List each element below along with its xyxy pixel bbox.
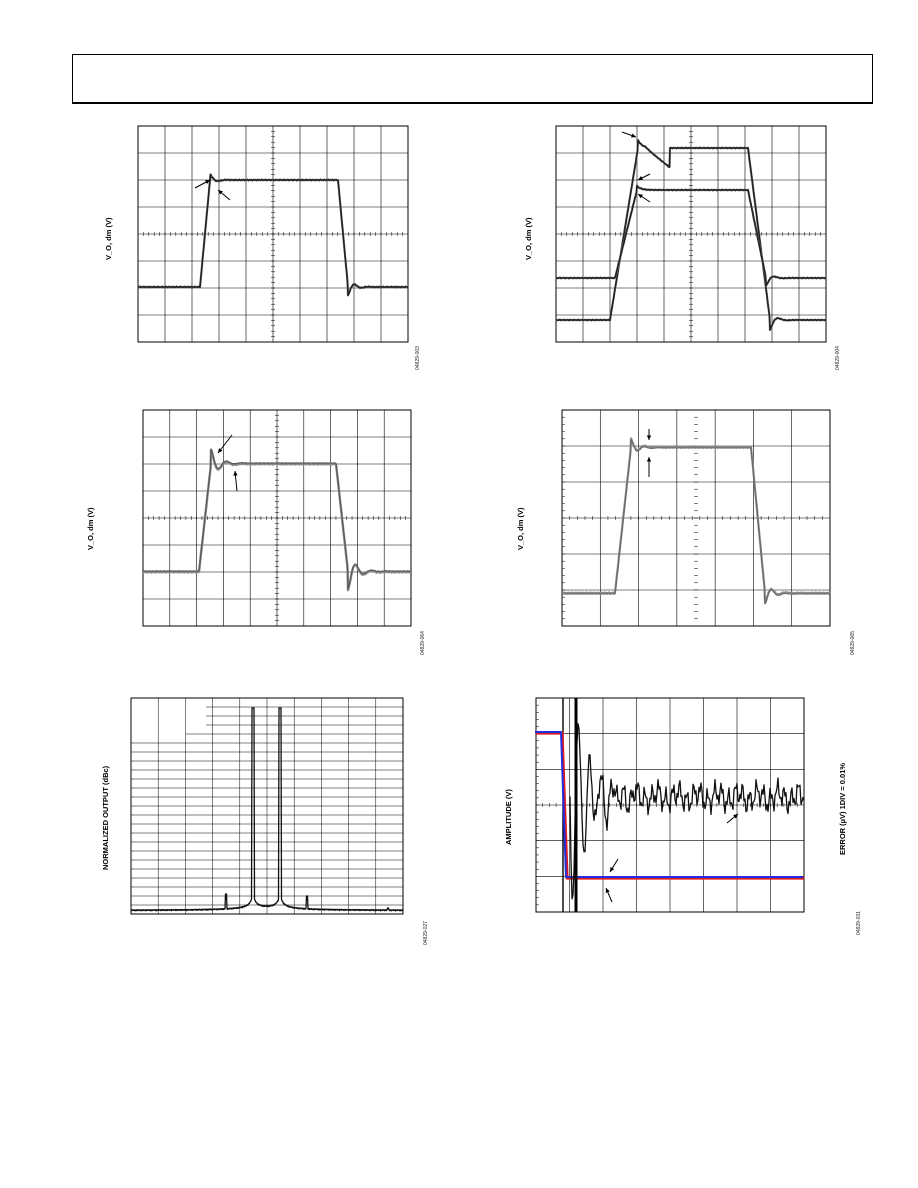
figure-3-id: 04829-064: [420, 631, 426, 655]
figure-1-plot: [137, 125, 409, 343]
annotation-arrow-head: [646, 435, 652, 440]
figure-4-id: 04829-065: [850, 631, 856, 655]
figure-5-spectrum: NORMALIZED OUTPUT (dBc) 04829-027: [95, 690, 445, 950]
error-trace: [569, 723, 805, 900]
annotation-arrow-head: [233, 471, 238, 476]
figure-1-step-response: V_O, dm (V) 04829-003: [100, 120, 430, 380]
trace-gray: [142, 448, 412, 592]
figure-5-ylabel: NORMALIZED OUTPUT (dBc): [101, 765, 110, 870]
figure-6-ylabel: AMPLITUDE (V): [504, 789, 513, 845]
figure-2-step-response: V_O, dm (V) 04829-004: [520, 120, 850, 380]
figure-6-id: 04829-031: [856, 911, 862, 935]
annotation-arrow-head: [638, 176, 643, 180]
figure-4-plot: [561, 409, 831, 627]
annotation-arrow-head: [605, 888, 610, 893]
annotation-arrow-head: [205, 180, 210, 185]
output-trace: [534, 731, 804, 878]
figure-4-step-response: V_O, dm (V) 04829-065: [510, 405, 870, 665]
figure-6-settling: AMPLITUDE (V) ERROR (µV) 1DIV = 0.01% 04…: [500, 690, 870, 950]
figure-4-ylabel: V_O, dm (V): [516, 507, 525, 550]
trace-dark: [137, 173, 409, 297]
figure-2-ylabel: V_O, dm (V): [524, 217, 533, 260]
figure-6-plot: [534, 697, 806, 913]
annotation-arrow-head: [638, 194, 643, 199]
figure-2-id: 04829-004: [835, 346, 841, 370]
figure-5-id: 04829-027: [423, 921, 429, 945]
page-header-box: [72, 54, 873, 104]
trace-dark: [142, 448, 412, 590]
trace-dark: [555, 184, 827, 287]
figure-1-ylabel: V_O, dm (V): [104, 217, 113, 260]
trace-gray: [561, 437, 831, 604]
spectrum-trace: [130, 707, 404, 912]
annotation-arrow-head: [733, 814, 738, 819]
figure-6-right-label: ERROR (µV) 1DIV = 0.01%: [838, 762, 847, 855]
annotation-arrow-head: [646, 457, 652, 462]
figure-2-plot: [555, 125, 827, 343]
figure-3-ylabel: V_O, dm (V): [86, 507, 95, 550]
figure-5-plot: [130, 697, 404, 915]
figure-1-id: 04829-003: [415, 346, 421, 370]
figure-3-plot: [142, 409, 412, 627]
annotation-arrow-head: [610, 867, 615, 872]
figure-3-step-response: V_O, dm (V) 04829-064: [80, 405, 440, 665]
trace-dark: [555, 139, 827, 331]
annotation-arrow-head: [631, 133, 636, 138]
trace-dark: [561, 439, 831, 605]
annotation-arrow-head: [218, 190, 223, 195]
annotation-arrow-head: [218, 448, 223, 453]
